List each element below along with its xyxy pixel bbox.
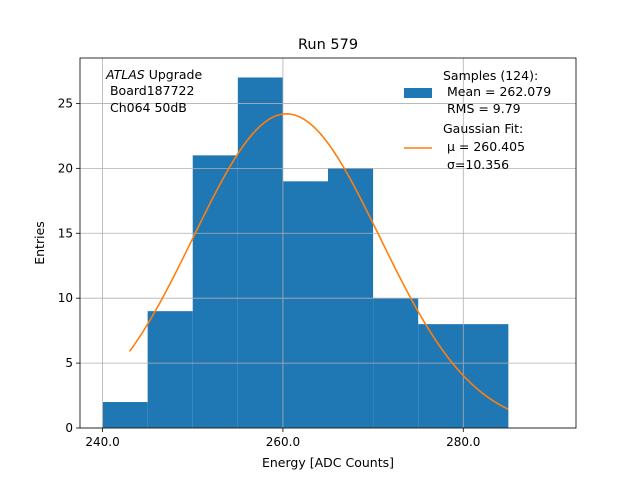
histogram-bar [282, 181, 328, 428]
y-tick-label: 15 [58, 226, 73, 240]
y-tick-label: 5 [65, 356, 73, 370]
annotation-line-1: ATLAS Upgrade [105, 67, 202, 82]
legend-samples-patch [404, 88, 432, 98]
gaussian-fit-curve [128, 113, 509, 410]
legend-fit-line-2: μ = 260.405 [443, 139, 525, 154]
annotation-line-3: Ch064 50dB [106, 100, 187, 115]
y-axis-ticks: 0 5 10 15 20 25 [58, 96, 80, 435]
histogram-bar [102, 402, 148, 428]
x-axis-label: Energy [ADC Counts] [262, 455, 394, 470]
x-tick-label: 260.0 [266, 435, 300, 449]
legend-fit-line-3: σ=10.356 [443, 157, 509, 172]
legend-samples-line-2: Mean = 262.079 [443, 84, 551, 99]
chart-title: Run 579 [298, 37, 358, 53]
y-axis-label: Entries [32, 221, 47, 265]
x-axis-ticks: 240.0 260.0 280.0 [85, 428, 480, 449]
histogram-bar [463, 324, 509, 428]
histogram-bar [192, 155, 238, 429]
legend: Samples (124): Mean = 262.079 RMS = 9.79… [404, 68, 551, 172]
fit-curve-line [128, 113, 509, 410]
legend-samples-line-3: RMS = 9.79 [443, 101, 521, 116]
y-tick-label: 25 [58, 96, 73, 110]
y-tick-label: 20 [58, 161, 73, 175]
legend-samples-line-1: Samples (124): [443, 68, 538, 83]
y-tick-label: 0 [65, 421, 73, 435]
atlas-annotation: ATLAS Upgrade Board187722 Ch064 50dB [105, 67, 202, 115]
annotation-rest: Upgrade [145, 67, 203, 82]
x-tick-label: 280.0 [446, 435, 480, 449]
y-tick-label: 10 [58, 291, 73, 305]
histogram-bar [147, 311, 193, 428]
annotation-italic: ATLAS [105, 67, 145, 82]
annotation-line-2: Board187722 [106, 83, 194, 98]
histogram-bar [418, 324, 464, 428]
legend-fit-line-1: Gaussian Fit: [443, 121, 523, 136]
plot-frame [79, 57, 577, 429]
x-tick-label: 240.0 [85, 435, 119, 449]
histogram-bar [237, 77, 283, 428]
